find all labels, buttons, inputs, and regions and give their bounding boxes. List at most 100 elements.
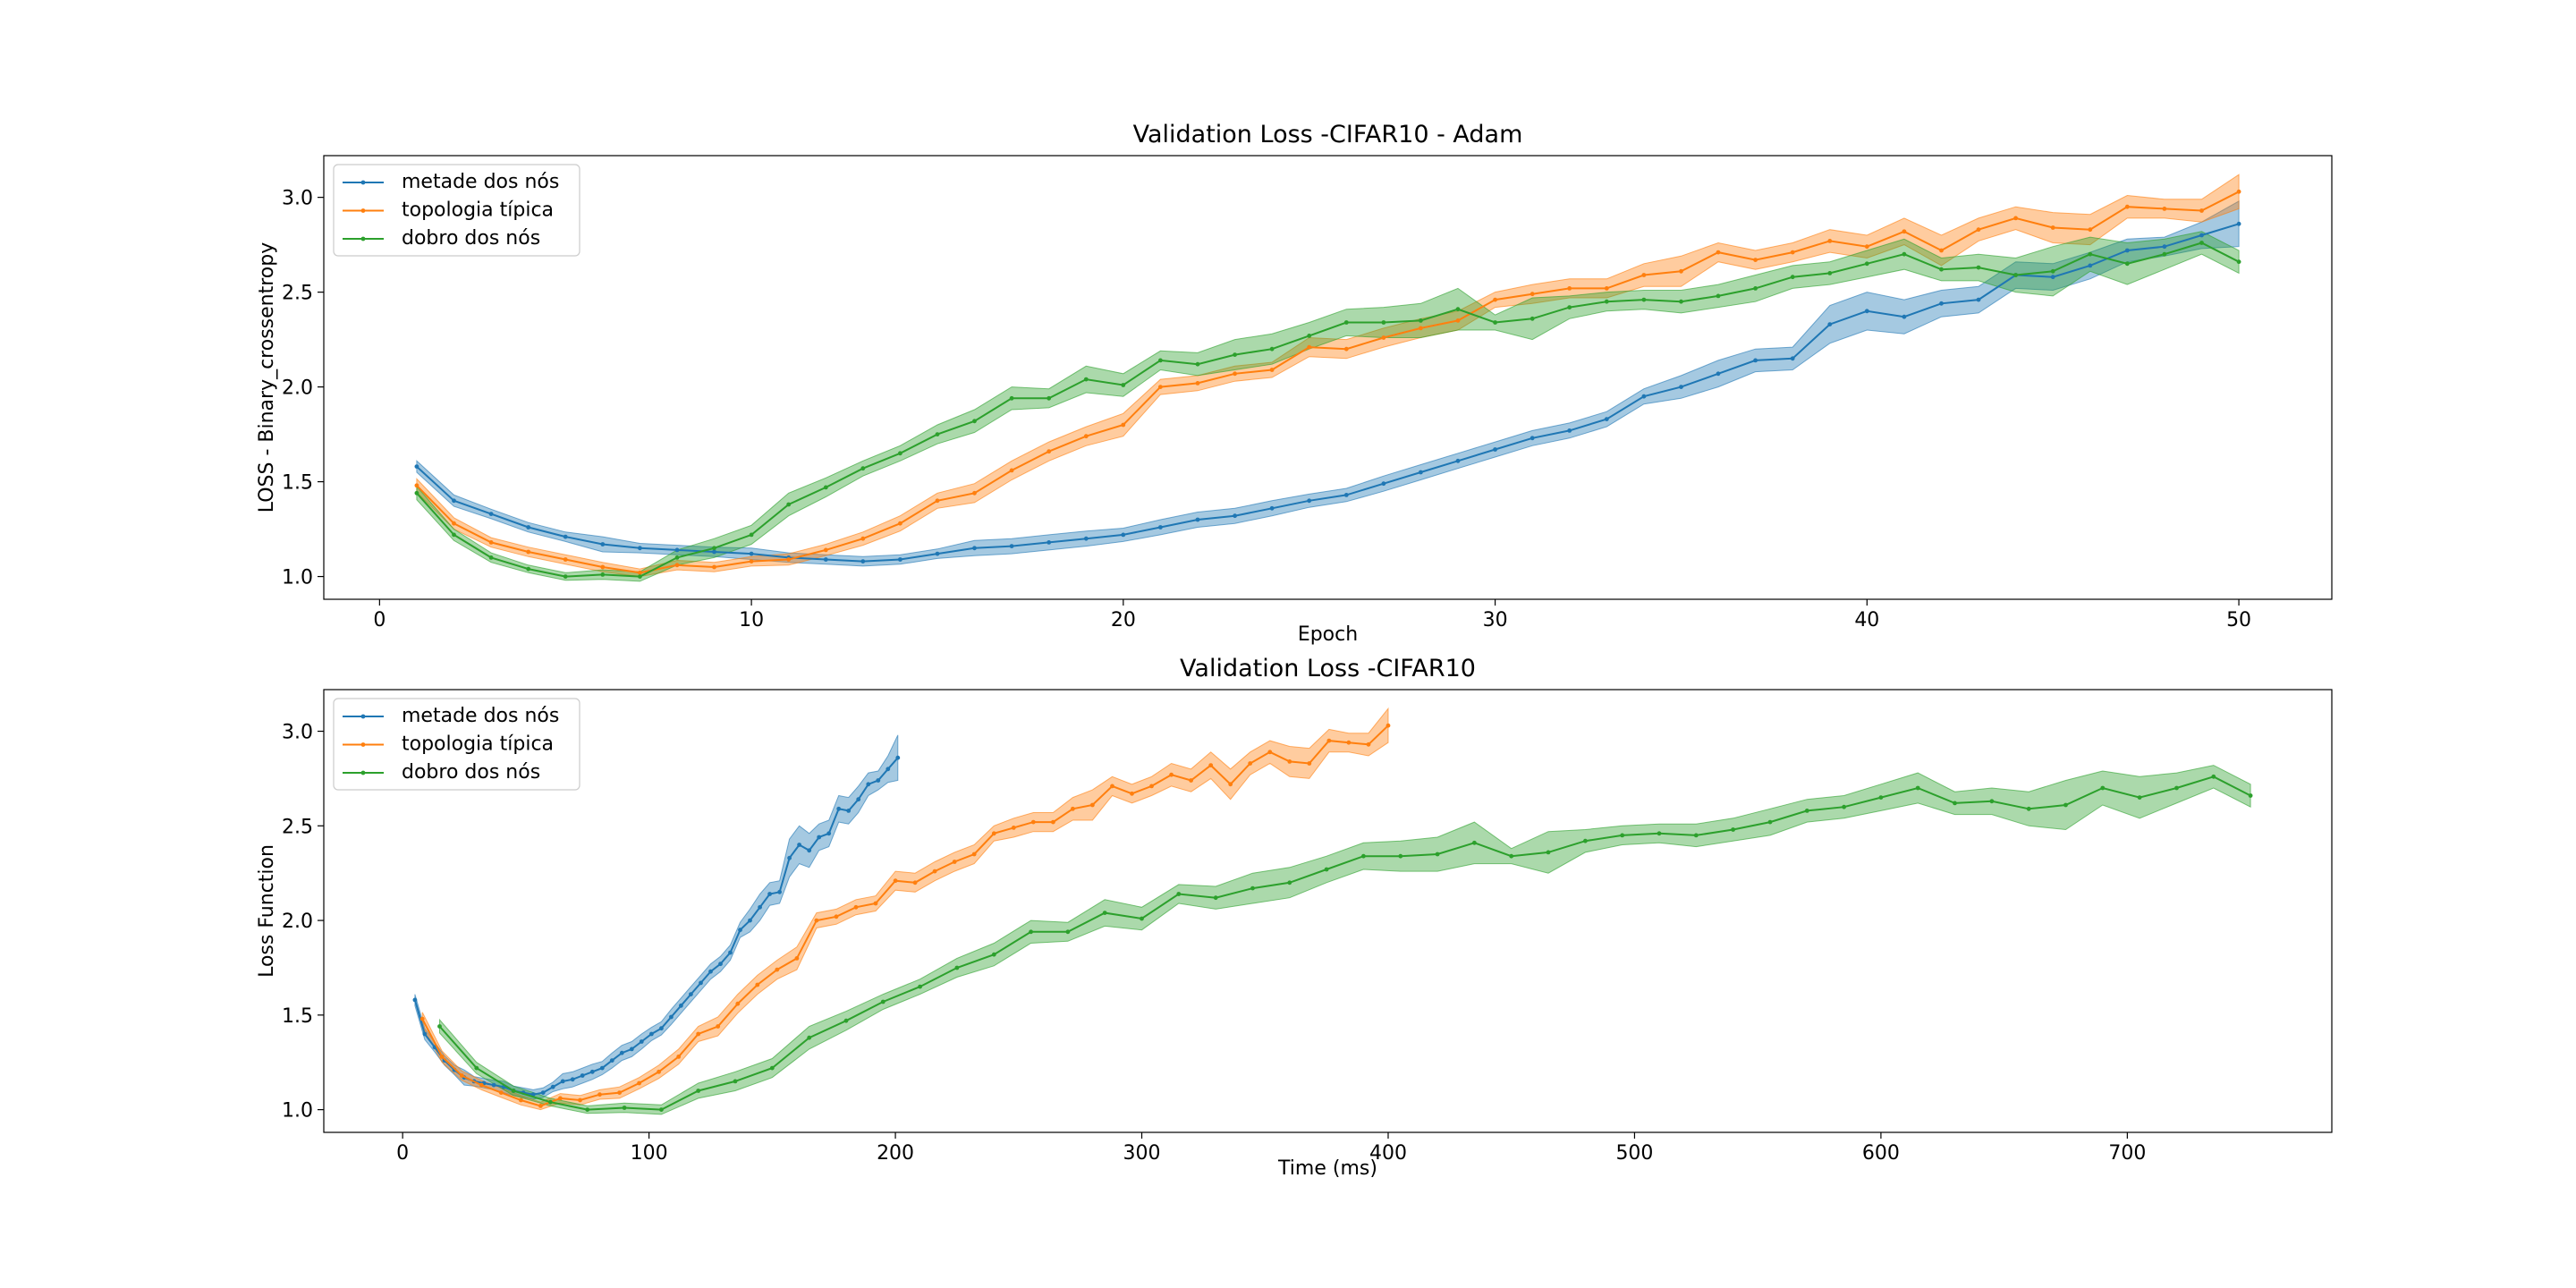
series-point-1 (1455, 318, 1461, 323)
series-point-1 (2050, 225, 2055, 230)
series-point-2 (1567, 305, 1572, 309)
series-point-2 (2013, 273, 2019, 277)
series-point-0 (2124, 248, 2130, 253)
legend-box (333, 698, 580, 791)
series-point-1 (1090, 802, 1095, 808)
x-tick-label: 400 (1369, 1142, 1407, 1165)
legend-label-2: dobro dos nós (402, 227, 540, 250)
series-point-1 (1030, 819, 1036, 825)
y-tick-label: 2.0 (282, 377, 313, 400)
series-point-0 (1716, 371, 1721, 377)
series-point-2 (622, 1106, 627, 1110)
series-point-2 (1657, 831, 1662, 836)
series-point-1 (1149, 784, 1154, 789)
series-point-2 (1083, 377, 1089, 382)
series-point-0 (414, 464, 419, 469)
series-point-1 (498, 1090, 504, 1095)
series-point-0 (895, 755, 901, 760)
series-point-0 (1864, 309, 1869, 314)
series-point-2 (563, 574, 568, 579)
series-point-0 (452, 498, 456, 504)
series-point-1 (1071, 806, 1075, 811)
series-line-2 (438, 775, 2251, 1111)
series-point-2 (1827, 271, 1833, 275)
x-tick-label: 40 (1854, 609, 1879, 631)
series-point-1 (1827, 239, 1833, 243)
series-point-1 (1307, 761, 1312, 766)
series-point-0 (718, 962, 723, 967)
series-point-1 (578, 1097, 582, 1103)
series-point-0 (2162, 244, 2167, 250)
series-point-2 (1029, 929, 1033, 935)
series-point-1 (1195, 381, 1200, 386)
series-point-1 (674, 563, 680, 568)
series-point-1 (972, 490, 977, 496)
series-point-2 (659, 1107, 664, 1112)
series-point-1 (1604, 286, 1609, 291)
series-point-1 (2124, 204, 2130, 209)
x-tick-label: 0 (396, 1142, 409, 1165)
series-point-1 (755, 982, 760, 987)
series-point-0 (797, 843, 801, 847)
series-point-2 (712, 546, 716, 551)
series-point-2 (1102, 911, 1107, 915)
series-point-2 (2174, 785, 2179, 791)
series-point-1 (814, 918, 819, 923)
x-tick-label: 10 (739, 609, 764, 631)
y-tick-label: 1.0 (282, 1100, 313, 1123)
series-point-0 (580, 1073, 585, 1078)
series-point-1 (538, 1104, 543, 1108)
series-point-0 (639, 1039, 644, 1044)
series-point-0 (749, 551, 754, 556)
series-point-1 (1307, 344, 1312, 350)
series-point-1 (1169, 772, 1174, 777)
series-point-0 (1753, 358, 1758, 363)
series-point-2 (414, 490, 419, 496)
series-point-2 (474, 1065, 479, 1071)
legend-label-1: topologia típica (402, 733, 554, 756)
series-point-1 (834, 914, 839, 919)
x-tick-label: 700 (2108, 1142, 2146, 1165)
series-point-0 (619, 1050, 624, 1055)
series-point-1 (775, 967, 780, 972)
series-point-2 (1953, 801, 1957, 806)
series-point-1 (676, 1055, 682, 1059)
series-point-2 (2050, 268, 2055, 274)
series-point-0 (699, 980, 703, 986)
legend: metade dos nós topologia típica dobro dos … (333, 164, 580, 257)
series-point-2 (1455, 307, 1461, 312)
series-point-1 (1051, 819, 1055, 825)
series-point-0 (728, 950, 733, 955)
series-point-2 (807, 1035, 812, 1040)
series-point-1 (1567, 286, 1572, 291)
series-band-1 (416, 174, 2240, 578)
series-point-2 (860, 466, 866, 471)
series-point-0 (1083, 536, 1089, 541)
x-tick-label: 500 (1615, 1142, 1653, 1165)
series-point-2 (2236, 259, 2241, 265)
series-point-2 (638, 574, 642, 579)
series-point-2 (526, 566, 531, 572)
series-point-2 (972, 419, 977, 424)
series-band-2 (439, 765, 2251, 1115)
series-point-1 (1228, 782, 1233, 787)
series-point-1 (823, 547, 828, 553)
series-point-1 (1269, 368, 1275, 372)
series-point-0 (589, 1069, 595, 1074)
series-point-2 (1419, 318, 1423, 323)
series-point-2 (1140, 916, 1144, 921)
series-point-1 (935, 498, 940, 504)
plot-area (414, 174, 2241, 582)
legend-marker-1 (360, 742, 366, 747)
series-point-2 (823, 485, 828, 490)
series-point-1 (1679, 268, 1683, 274)
legend-label-2: dobro dos nós (402, 761, 540, 784)
series-point-2 (769, 1065, 775, 1071)
series-point-0 (629, 1046, 634, 1052)
series-point-1 (1011, 826, 1016, 830)
series-point-0 (1902, 314, 1907, 319)
series-point-0 (712, 549, 716, 555)
series-point-1 (853, 904, 859, 910)
series-point-1 (696, 1031, 701, 1037)
series-point-2 (1976, 265, 1981, 270)
